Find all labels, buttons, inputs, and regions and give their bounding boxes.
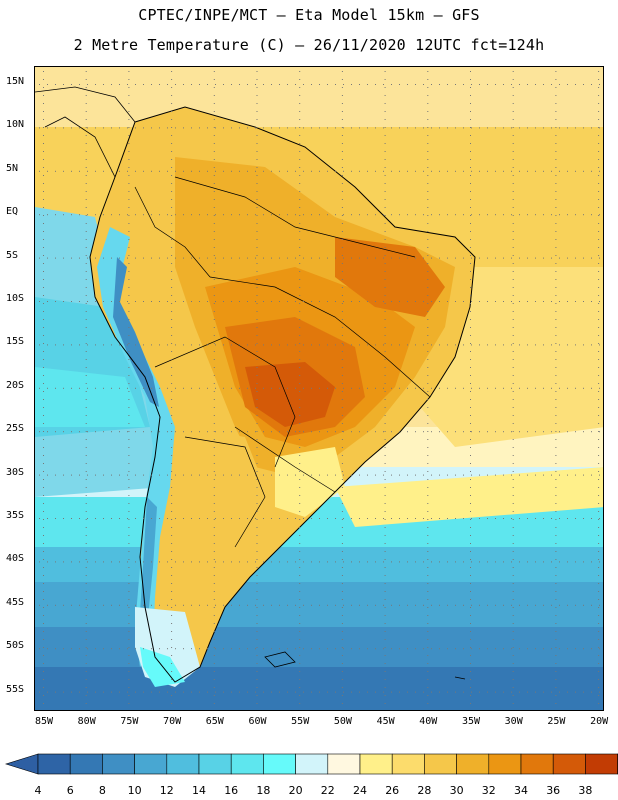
colorbar-tick-label: 36 <box>546 784 561 797</box>
colorbar-tick-label: 16 <box>224 784 239 797</box>
colorbar-swatch <box>263 753 296 775</box>
colorbar-swatch <box>102 753 135 775</box>
lat-tick-label: EQ <box>6 206 19 218</box>
colorbar-swatch <box>391 753 425 775</box>
colorbar-swatch <box>134 753 168 775</box>
lon-tick-label: 80W <box>77 716 96 727</box>
temperature-map <box>34 66 604 711</box>
lat-tick-label: 5N <box>6 162 19 174</box>
colorbar-tick-label: 22 <box>320 784 335 797</box>
colorbar-tick-label: 34 <box>514 784 528 797</box>
colorbar-swatch <box>37 753 71 775</box>
lat-tick-label: 15S <box>6 336 25 348</box>
lon-tick-label: 35W <box>461 716 481 727</box>
colorbar-swatch <box>456 753 490 775</box>
grid-dots <box>39 71 600 704</box>
colorbar-tick-label: 26 <box>385 784 400 797</box>
colorbar-tick-label: 12 <box>159 784 174 797</box>
colorbar-tick-label: 20 <box>288 784 303 797</box>
colorbar-tick-label: 28 <box>417 784 432 797</box>
lat-tick-label: 10S <box>6 293 25 304</box>
lon-tick-label: 60W <box>248 716 267 727</box>
lat-tick-label: 45S <box>6 596 25 608</box>
colorbar-low-arrow <box>4 753 39 775</box>
colorbar-swatch <box>295 753 329 775</box>
lon-tick-label: 55W <box>291 716 310 727</box>
lat-tick-label: 25S <box>6 423 25 435</box>
coastline-borders <box>35 86 476 683</box>
colorbar-tick-label: 18 <box>256 784 271 797</box>
colorbar-tick-label: 32 <box>481 784 496 797</box>
colorbar-tick-label: 8 <box>98 784 106 797</box>
colorbar-swatch <box>585 753 618 775</box>
colorbar-swatch <box>424 753 457 775</box>
lon-tick-label: 75W <box>120 716 139 727</box>
lat-tick-label: 50S <box>6 640 25 652</box>
colorbar-swatch <box>230 753 264 775</box>
lon-tick-label: 40W <box>419 716 438 727</box>
lon-tick-label: 85W <box>34 716 54 727</box>
colorbar-swatch <box>327 753 361 775</box>
lon-tick-label: 70W <box>163 716 182 727</box>
colorbar-bar <box>4 753 618 775</box>
lat-tick-label: 10N <box>6 119 25 131</box>
map-title: CPTEC/INPE/MCT – Eta Model 15km – GFS <box>138 6 480 24</box>
colorbar-swatch <box>198 753 232 775</box>
lat-tick-label: 35S <box>6 510 25 521</box>
colorbar-tick-label: 24 <box>353 784 367 797</box>
colorbar-tick-label: 30 <box>449 784 464 797</box>
lat-tick-label: 20S <box>6 379 25 391</box>
lon-tick-label: 50W <box>333 716 352 727</box>
lat-tick-label: 55S <box>6 683 25 695</box>
colorbar-swatch <box>69 753 103 775</box>
lon-tick-label: 30W <box>504 716 523 727</box>
colorbar-swatch <box>520 753 554 775</box>
colorbar-tick-label: 14 <box>192 784 206 797</box>
lat-tick-label: 5S <box>6 249 19 261</box>
colorbar-swatch <box>488 753 522 775</box>
colorbar-swatch <box>359 753 393 775</box>
map-subtitle: 2 Metre Temperature (C) – 26/11/2020 12U… <box>73 36 545 54</box>
lon-tick-label: 20W <box>590 716 609 727</box>
lon-tick-label: 65W <box>205 716 224 727</box>
colorbar-swatch <box>552 753 586 775</box>
colorbar-tick-label: 38 <box>578 784 593 797</box>
lat-tick-label: 30S <box>6 466 25 478</box>
colorbar-tick-label: 6 <box>66 784 74 797</box>
colorbar <box>0 748 618 800</box>
lat-tick-label: 40S <box>6 553 25 565</box>
map-canvas <box>35 67 603 710</box>
colorbar-tick-label: 4 <box>34 784 42 797</box>
lon-tick-label: 25W <box>547 716 566 727</box>
colorbar-swatch <box>166 753 200 775</box>
lat-tick-label: 15N <box>6 76 25 87</box>
colorbar-tick-label: 10 <box>127 784 142 797</box>
lon-tick-label: 45W <box>376 716 395 727</box>
